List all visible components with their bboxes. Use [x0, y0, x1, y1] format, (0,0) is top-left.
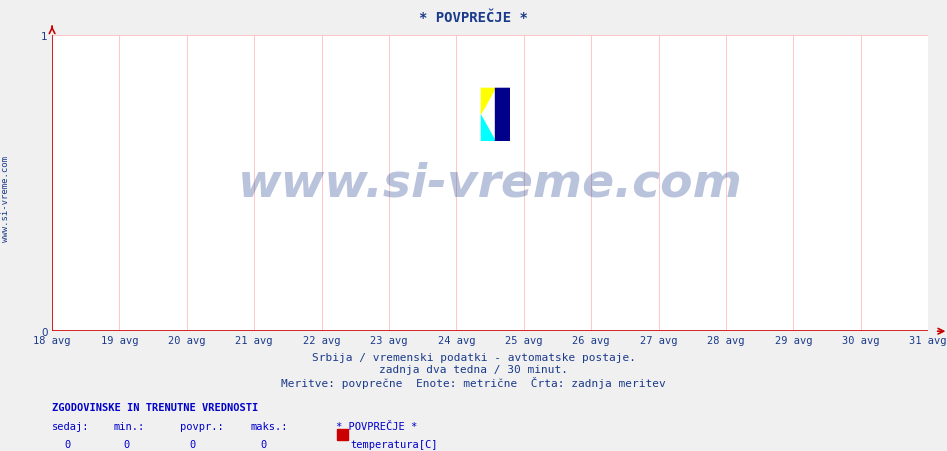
Text: Meritve: povprečne  Enote: metrične  Črta: zadnja meritev: Meritve: povprečne Enote: metrične Črta:…	[281, 376, 666, 388]
Text: * POVPREČJE *: * POVPREČJE *	[420, 11, 527, 25]
Text: 0: 0	[64, 439, 71, 449]
Text: ZGODOVINSKE IN TRENUTNE VREDNOSTI: ZGODOVINSKE IN TRENUTNE VREDNOSTI	[52, 402, 259, 412]
Text: www.si-vreme.com: www.si-vreme.com	[1, 156, 10, 241]
Text: maks.:: maks.:	[251, 421, 289, 431]
Text: temperatura[C]: temperatura[C]	[350, 439, 438, 449]
Text: min.:: min.:	[114, 421, 145, 431]
Text: zadnja dva tedna / 30 minut.: zadnja dva tedna / 30 minut.	[379, 364, 568, 374]
Text: 0: 0	[260, 439, 267, 449]
Polygon shape	[480, 88, 495, 115]
Polygon shape	[495, 88, 510, 142]
Text: Srbija / vremenski podatki - avtomatske postaje.: Srbija / vremenski podatki - avtomatske …	[312, 353, 635, 363]
Text: sedaj:: sedaj:	[52, 421, 90, 431]
Polygon shape	[480, 115, 495, 142]
Text: povpr.:: povpr.:	[180, 421, 223, 431]
Text: www.si-vreme.com: www.si-vreme.com	[238, 161, 742, 206]
Text: * POVPREČJE *: * POVPREČJE *	[336, 421, 418, 431]
Text: 0: 0	[123, 439, 130, 449]
Text: 0: 0	[189, 439, 196, 449]
